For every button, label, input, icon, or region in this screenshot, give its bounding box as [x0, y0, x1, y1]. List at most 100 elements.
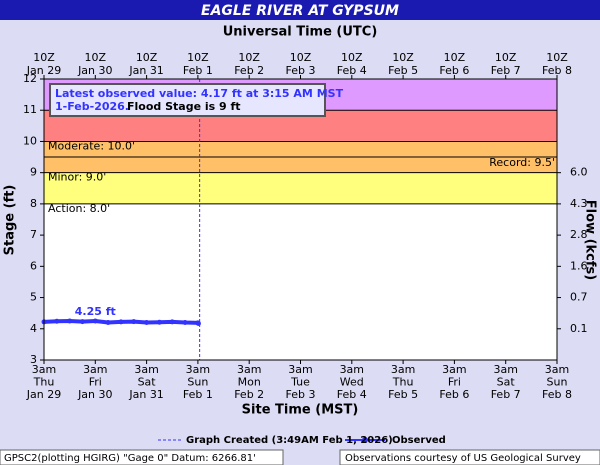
record-label: Record: 9.5'	[489, 156, 555, 169]
x-tick-label: Jan 31	[128, 388, 163, 401]
x-tick-label: Sun	[187, 376, 208, 389]
x-tick-label: 3am	[493, 363, 517, 376]
x-axis-title: Site Time (MST)	[242, 403, 359, 418]
y2-tick-label: 0.1	[570, 322, 588, 335]
observed-point	[144, 320, 150, 326]
x-tick-label: Feb 1	[183, 388, 213, 401]
y2-tick-label: 2.8	[570, 228, 588, 241]
observed-point	[118, 319, 124, 325]
x-tick-label: 3am	[237, 363, 261, 376]
x2-tick-label: Feb 5	[388, 64, 418, 77]
x2-tick-label: Feb 1	[183, 64, 213, 77]
x-tick-label: Sun	[547, 376, 568, 389]
x-tick-label: Feb 5	[388, 388, 418, 401]
x2-tick-label: Feb 2	[234, 64, 264, 77]
x2-tick-label: Feb 4	[337, 64, 367, 77]
y-tick-label: 8	[30, 197, 37, 210]
x-tick-label: Feb 6	[439, 388, 469, 401]
observed-point	[92, 318, 98, 324]
x-tick-label: Fri	[89, 376, 102, 389]
annotation-box	[49, 83, 326, 117]
observed-point	[105, 320, 111, 326]
annotation-note: Flood Stage is 9 ft	[127, 100, 241, 113]
y-tick-label: 4	[30, 322, 37, 335]
y-tick-label: 12	[23, 72, 37, 85]
x2-tick-label: 10Z	[33, 51, 55, 64]
y2-tick-label: 1.6	[570, 259, 588, 272]
x-tick-label: Tue	[290, 376, 310, 389]
x2-tick-label: 10Z	[392, 51, 414, 64]
flood-label: Moderate: 10.0'	[48, 139, 135, 152]
y-tick-label: 6	[30, 259, 37, 272]
title-bar	[0, 0, 600, 20]
y2-tick-label: 0.7	[570, 291, 588, 304]
x-tick-label: Feb 4	[337, 388, 367, 401]
x-tick-label: Jan 29	[26, 388, 61, 401]
x2-tick-label: Jan 31	[128, 64, 163, 77]
y2-tick-label: 6.0	[570, 166, 588, 179]
y2-axis-title: Flow (kcfs)	[583, 200, 598, 280]
x-tick-label: Fri	[448, 376, 461, 389]
observed-point	[54, 318, 60, 324]
observed-point	[131, 319, 137, 325]
y-tick-label: 11	[23, 103, 37, 116]
x-tick-label: 3am	[288, 363, 312, 376]
x-tick-label: Mon	[238, 376, 261, 389]
x2-tick-label: 10Z	[341, 51, 363, 64]
x-tick-label: Feb 7	[491, 388, 521, 401]
x-tick-label: Feb 8	[542, 388, 572, 401]
x2-tick-label: Jan 29	[26, 64, 61, 77]
observed-point	[169, 319, 175, 325]
flood-label: Minor: 9.0'	[48, 171, 106, 184]
x-tick-label: Sat	[497, 376, 516, 389]
observed-point	[182, 320, 188, 326]
x2-axis-title: Universal Time (UTC)	[223, 25, 378, 40]
x2-tick-label: 10Z	[136, 51, 158, 64]
y-axis-title: Stage (ft)	[3, 185, 18, 256]
x-tick-label: 3am	[83, 363, 107, 376]
x2-tick-label: 10Z	[444, 51, 466, 64]
y2-tick-label: 4.3	[570, 197, 588, 210]
flood-band	[44, 172, 557, 204]
annotation: 1-Feb-2026.	[55, 100, 129, 113]
observed-point	[67, 318, 73, 324]
footer-box	[0, 449, 284, 465]
y-tick-label: 7	[30, 228, 37, 241]
x2-tick-label: 10Z	[290, 51, 312, 64]
x-tick-label: 3am	[340, 363, 364, 376]
x-tick-label: Jan 30	[77, 388, 112, 401]
x2-tick-label: 10Z	[546, 51, 568, 64]
legend-label: Graph Created (3:49AM Feb 1, 2026)	[186, 435, 393, 446]
x-tick-label: 3am	[134, 363, 158, 376]
footer-right: Observations courtesy of US Geological S…	[345, 453, 581, 464]
legend-marker	[362, 437, 368, 443]
x2-tick-label: 10Z	[187, 51, 209, 64]
x-tick-label: 3am	[391, 363, 415, 376]
x-tick-label: Thu	[33, 376, 55, 389]
y-tick-label: 5	[30, 291, 37, 304]
observed-point	[156, 319, 162, 325]
footer-box	[339, 449, 600, 465]
flood-label: Action: 8.0'	[48, 202, 110, 215]
observed-point	[195, 320, 201, 326]
x2-tick-label: Feb 6	[439, 64, 469, 77]
x2-tick-label: 10Z	[85, 51, 107, 64]
x-tick-label: Sat	[138, 376, 157, 389]
x-tick-label: Feb 3	[286, 388, 316, 401]
y-tick-label: 10	[23, 134, 37, 147]
annotation: Latest observed value: 4.17 ft at 3:15 A…	[55, 87, 344, 100]
x-tick-label: Thu	[392, 376, 414, 389]
y-tick-label: 3	[30, 353, 37, 366]
x-tick-label: Wed	[340, 376, 364, 389]
x2-tick-label: 10Z	[238, 51, 260, 64]
x2-tick-label: Feb 7	[491, 64, 521, 77]
y-tick-label: 9	[30, 166, 37, 179]
x2-tick-label: Jan 30	[77, 64, 112, 77]
x2-tick-label: Feb 8	[542, 64, 572, 77]
legend-label: Observed	[392, 435, 446, 446]
x2-tick-label: 10Z	[495, 51, 517, 64]
observed-point	[79, 319, 85, 325]
x2-tick-label: Feb 3	[286, 64, 316, 77]
chart-title: EAGLE RIVER AT GYPSUM	[201, 3, 399, 19]
